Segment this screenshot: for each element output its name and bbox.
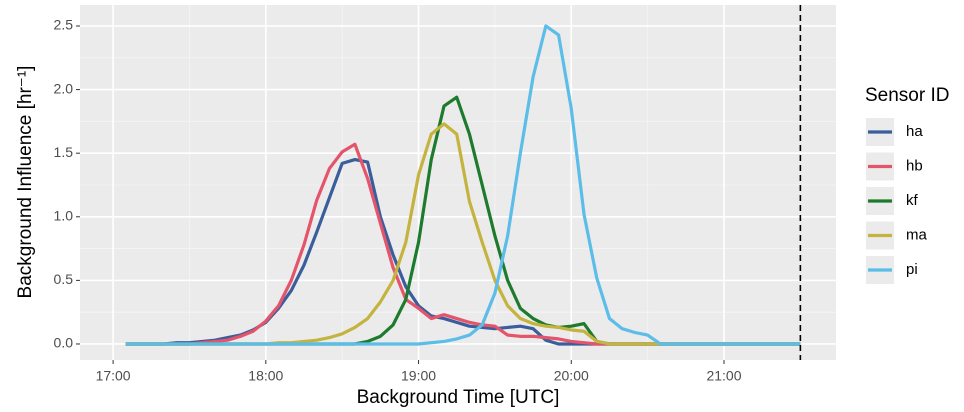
panel: [80, 5, 836, 360]
legend-label: pi: [906, 261, 918, 278]
legend-label: hb: [906, 157, 923, 174]
y-axis-title: Background Influence [hr⁻¹]: [15, 66, 36, 299]
legend-label: kf: [906, 192, 919, 209]
x-tick-label: 19:00: [401, 368, 436, 384]
y-tick-label: 0.0: [54, 335, 74, 351]
legend-title: Sensor ID: [865, 85, 949, 106]
legend-label: ma: [906, 226, 927, 243]
y-tick-label: 1.0: [54, 207, 74, 223]
x-tick-label: 21:00: [706, 368, 741, 384]
y-tick-label: 2.0: [54, 80, 74, 96]
x-tick-label: 20:00: [554, 368, 589, 384]
x-axis-title: Background Time [UTC]: [357, 387, 560, 408]
y-tick-label: 2.5: [54, 17, 74, 33]
x-tick-label: 17:00: [96, 368, 131, 384]
y-tick-label: 0.5: [54, 271, 74, 287]
y-tick-label: 1.5: [54, 144, 74, 160]
lines: [125, 24, 801, 346]
legend-label: ha: [906, 123, 923, 140]
series-line: [125, 24, 801, 346]
x-tick-label: 18:00: [248, 368, 283, 384]
